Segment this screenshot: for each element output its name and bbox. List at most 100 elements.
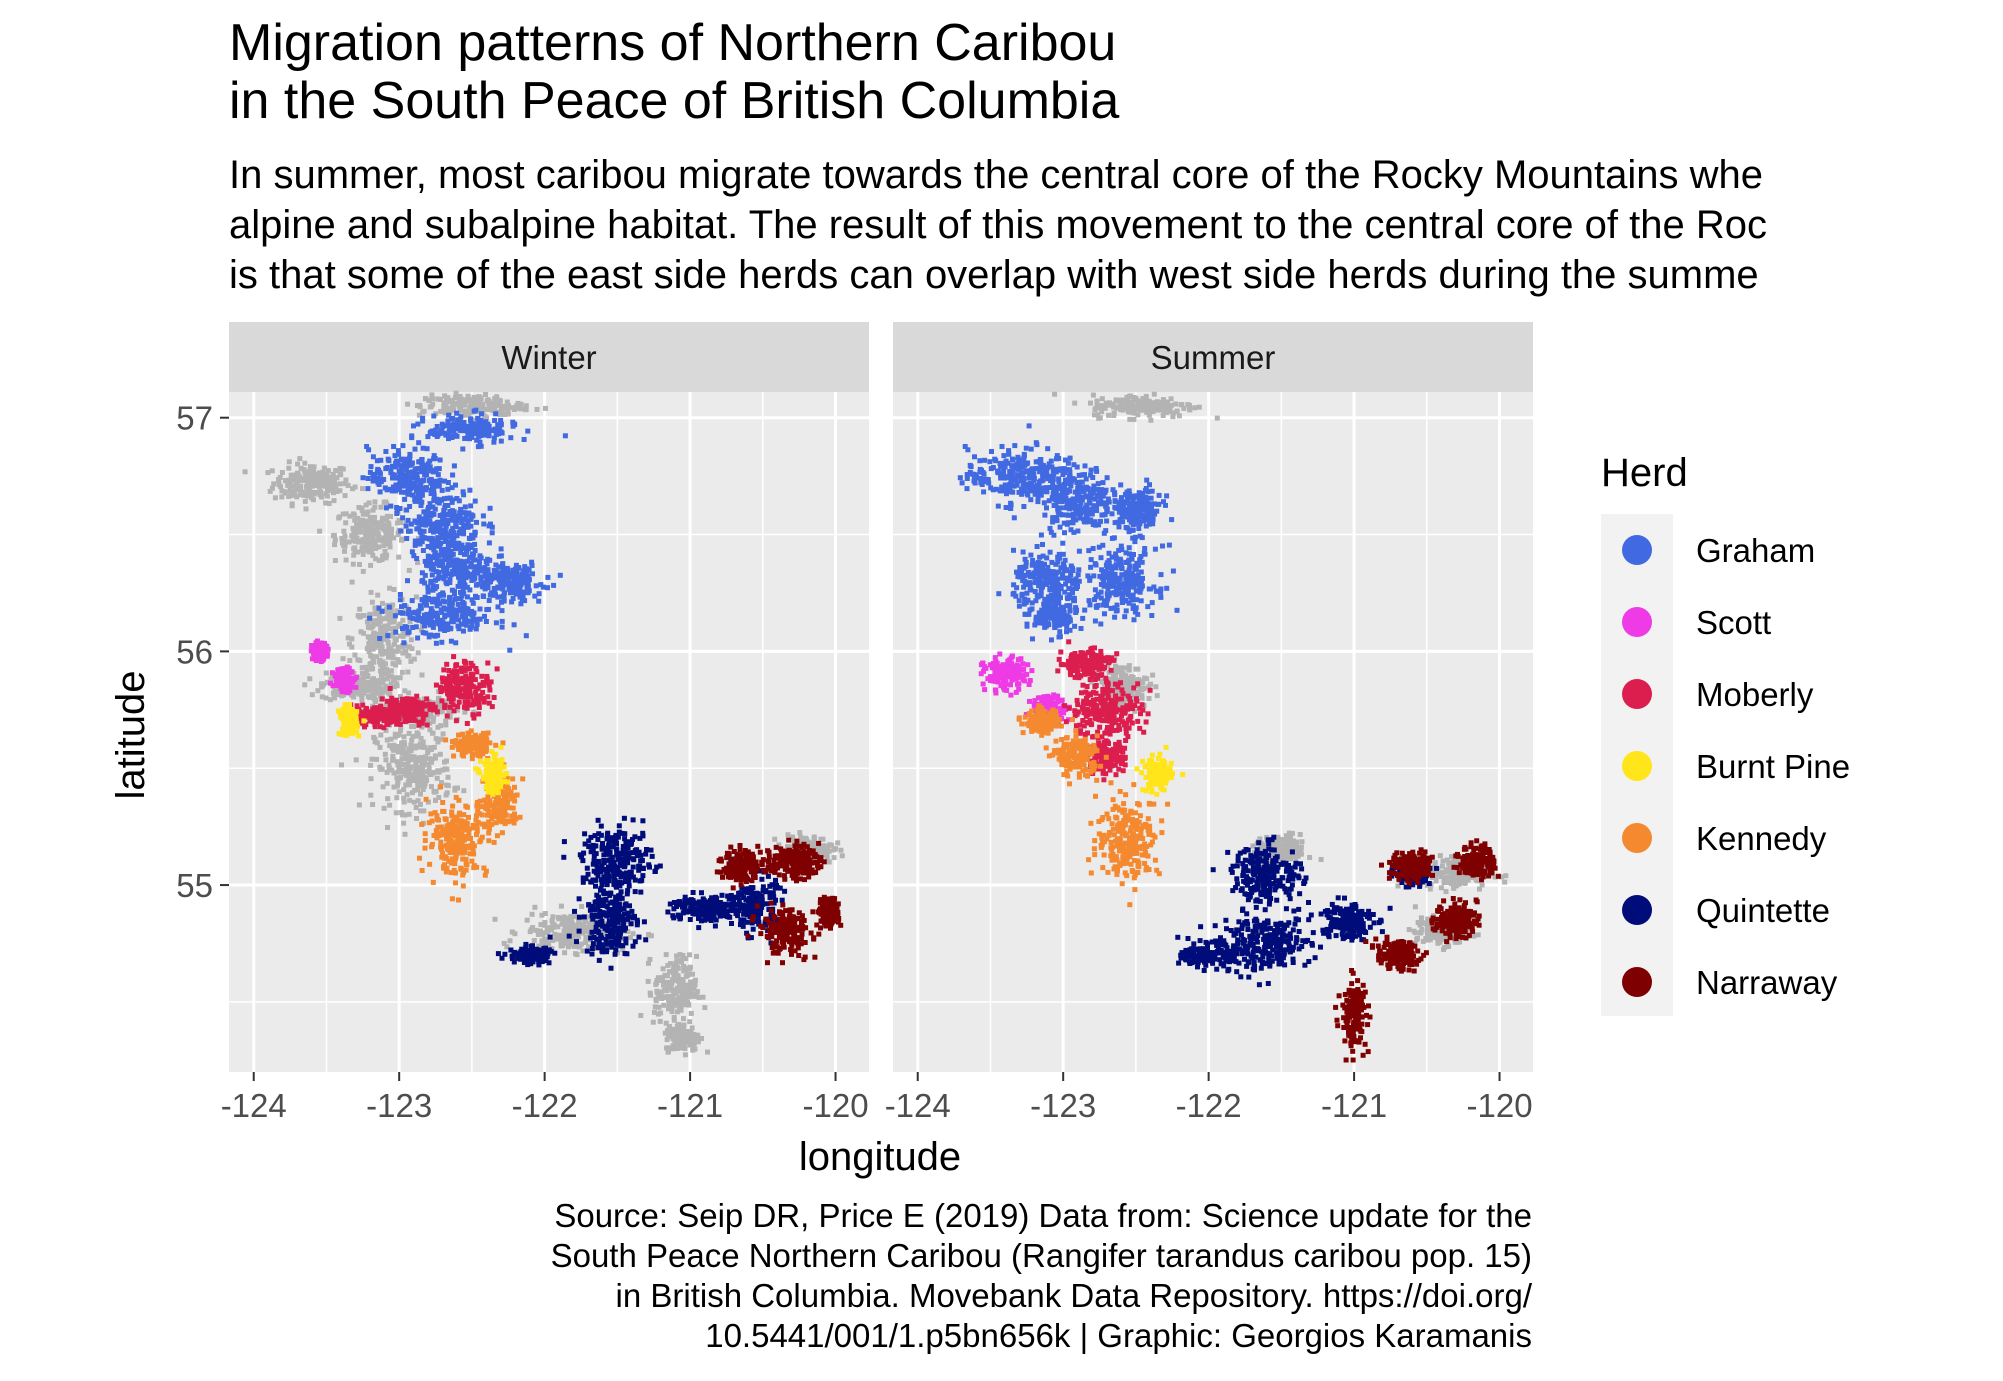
data-point: [428, 491, 434, 496]
data-point: [486, 400, 492, 406]
data-point: [653, 981, 659, 987]
data-point: [379, 651, 385, 657]
data-point: [349, 636, 355, 642]
data-point: [665, 1045, 671, 1051]
data-point: [393, 744, 399, 749]
data-point: [431, 490, 437, 496]
data-point: [675, 985, 681, 991]
data-point: [453, 880, 458, 886]
data-point: [364, 684, 370, 690]
data-point: [441, 520, 447, 526]
data-point: [380, 659, 386, 665]
data-point: [428, 480, 434, 486]
data-point: [394, 505, 400, 510]
data-point: [545, 585, 550, 591]
data-point: [386, 541, 392, 547]
data-point: [370, 517, 376, 523]
data-point: [385, 640, 391, 645]
data-point: [471, 865, 477, 871]
data-point: [372, 499, 378, 505]
data-point: [356, 690, 362, 696]
data-point: [452, 611, 458, 617]
data-point: [493, 429, 499, 435]
data-point: [456, 403, 462, 409]
data-point: [385, 633, 391, 639]
data-point: [404, 755, 410, 761]
data-point: [569, 919, 575, 925]
data-point: [441, 667, 447, 673]
data-point: [433, 640, 439, 646]
data-point: [378, 642, 384, 647]
data-point: [453, 390, 459, 396]
data-point: [387, 743, 393, 749]
data-point: [302, 682, 308, 688]
data-point: [368, 792, 374, 798]
data-point: [499, 594, 505, 600]
data-point: [391, 757, 396, 763]
data-point: [419, 868, 425, 873]
data-point: [839, 853, 845, 859]
data-point: [418, 469, 424, 475]
data-point: [401, 476, 407, 482]
data-point: [489, 787, 495, 793]
data-point: [409, 460, 415, 466]
data-point: [469, 551, 475, 557]
data-point: [687, 964, 693, 970]
data-point: [355, 515, 361, 521]
data-point: [511, 817, 517, 822]
data-point: [416, 440, 422, 446]
data-point: [421, 808, 427, 814]
data-point: [407, 451, 413, 457]
data-point: [464, 683, 470, 689]
data-point: [579, 904, 585, 909]
data-point: [495, 604, 501, 610]
data-point: [428, 513, 434, 519]
data-point: [416, 758, 421, 764]
data-point: [374, 654, 380, 660]
data-point: [377, 724, 383, 730]
data-point: [276, 477, 282, 482]
data-point: [485, 794, 491, 800]
data-point: [544, 936, 550, 942]
data-point: [453, 870, 458, 876]
data-point: [402, 752, 408, 758]
data-point: [492, 403, 498, 409]
data-point: [395, 520, 400, 526]
data-point: [462, 824, 468, 830]
data-point: [675, 973, 681, 979]
data-point: [666, 993, 672, 999]
data-point: [407, 797, 413, 803]
data-point: [437, 709, 443, 715]
data-point: [448, 434, 454, 439]
data-point: [406, 567, 412, 573]
data-point: [403, 649, 409, 654]
data-point: [463, 606, 469, 611]
data-point: [329, 670, 335, 676]
data-point: [630, 931, 636, 937]
data-point: [413, 699, 418, 705]
data-point: [269, 485, 275, 491]
data-point: [419, 597, 425, 603]
data-point: [815, 848, 821, 854]
data-point: [394, 705, 400, 711]
data-point: [442, 503, 448, 508]
data-point: [456, 797, 462, 803]
data-point: [405, 712, 411, 718]
data-point: [488, 679, 494, 685]
data-point: [431, 497, 437, 503]
data-point: [505, 570, 511, 576]
data-point: [402, 697, 407, 703]
chart-subtitle-line-1: In summer, most caribou migrate towards …: [229, 153, 1764, 197]
data-point: [445, 520, 451, 526]
data-point: [469, 858, 475, 864]
data-point: [420, 548, 426, 553]
data-point: [458, 589, 463, 595]
data-point: [455, 818, 461, 824]
data-point: [671, 1015, 677, 1020]
data-point: [460, 489, 466, 495]
data-point: [428, 578, 434, 584]
data-point: [353, 716, 359, 722]
data-point: [666, 969, 672, 975]
data-point: [450, 472, 456, 478]
data-point: [367, 641, 373, 646]
